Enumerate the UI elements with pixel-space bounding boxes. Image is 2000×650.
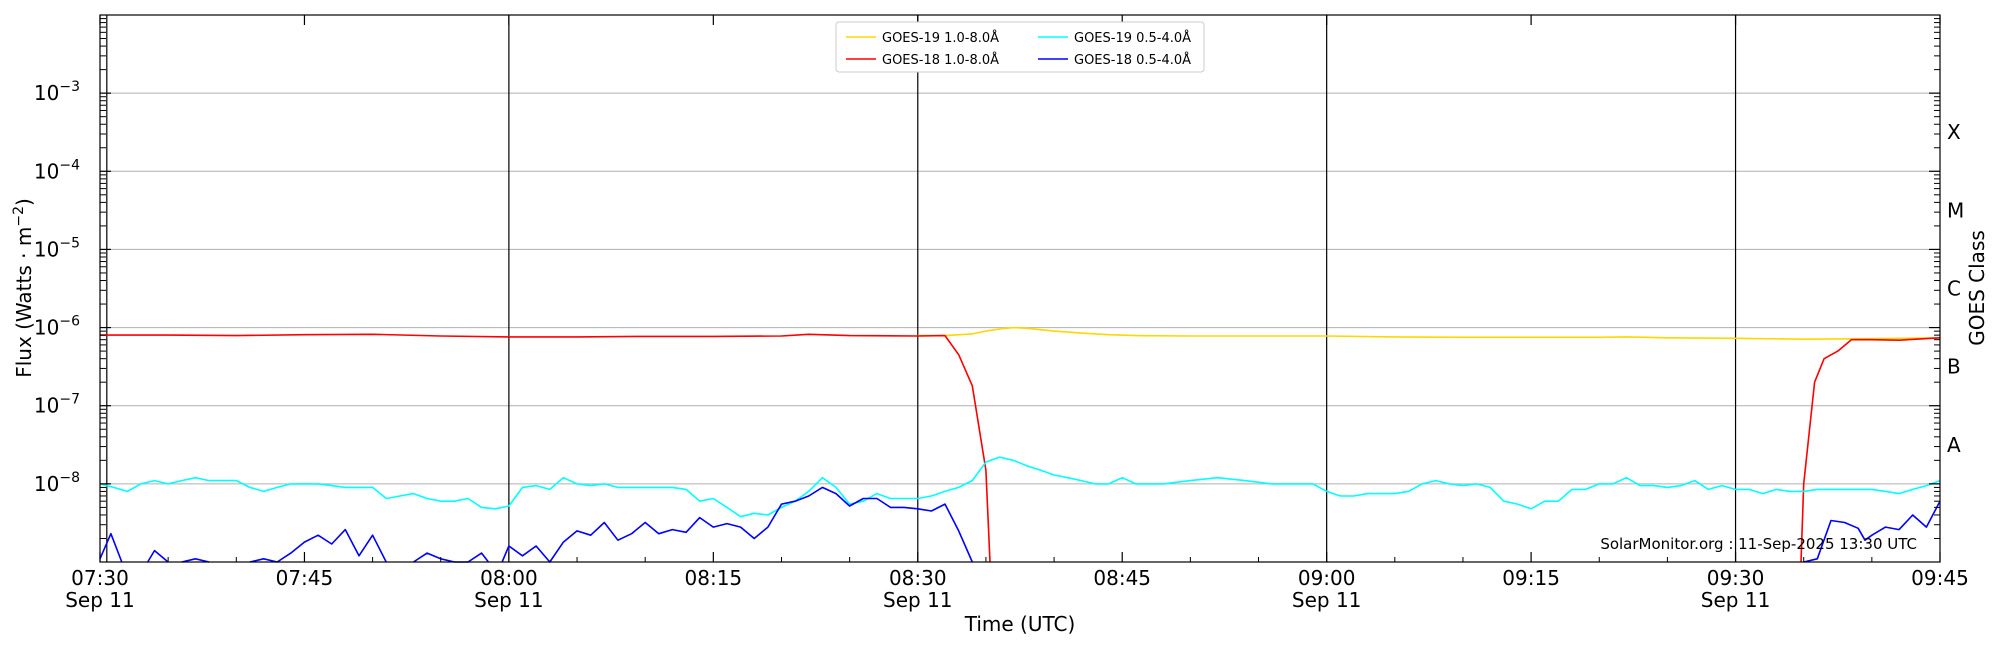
goes-class-b: B (1947, 355, 1961, 379)
goes-class-a: A (1947, 433, 1961, 457)
goes-class-c: C (1947, 277, 1961, 301)
y-tick-exponent: −8 (59, 470, 80, 486)
y-tick-base: 10 (34, 394, 59, 418)
y2-axis-label: GOES Class (1965, 230, 1989, 346)
x-tick-date: Sep 11 (65, 588, 135, 612)
goes-class-x: X (1947, 120, 1961, 144)
plot-frame (99, 14, 1941, 563)
series-lines (99, 326, 1941, 563)
legend-label: GOES-19 0.5-4.0Å (1074, 30, 1191, 46)
y-tick-exponent: −6 (59, 314, 80, 330)
x-tick-label: 08:30 (889, 566, 947, 590)
y-tick-label: 10−8 (34, 470, 80, 496)
goes-class-m: M (1947, 198, 1964, 222)
y-tick-label: 10−7 (34, 392, 80, 418)
y-tick-exponent: −5 (59, 235, 80, 251)
legend-box (835, 21, 1205, 73)
series-line (917, 326, 1941, 340)
x-axis-label: Time (UTC) (964, 612, 1076, 636)
y-tick-base: 10 (34, 316, 59, 340)
legend-label: GOES-18 0.5-4.0Å (1074, 52, 1191, 68)
y-tick-base: 10 (34, 81, 59, 105)
y-tick-label: 10−6 (34, 314, 80, 340)
x-tick-label: 07:45 (276, 566, 334, 590)
x-tick-label: 08:15 (685, 566, 743, 590)
y-tick-label: 10−4 (34, 157, 80, 183)
y-axis-label: Flux (Watts · m−2) (11, 198, 36, 378)
y-tick-base: 10 (34, 472, 59, 496)
horizontal-grid (100, 92, 1940, 485)
x-tick-label: 09:00 (1298, 566, 1356, 590)
goes-class-labels: X M C B A (1947, 120, 1964, 457)
legend-label: GOES-18 1.0-8.0Å (882, 52, 999, 68)
x-tick-label: 09:15 (1502, 566, 1560, 590)
y-tick-base: 10 (34, 237, 59, 261)
x-tick-date: Sep 11 (474, 588, 544, 612)
credit-text: SolarMonitor.org : 11-Sep-2025 13:30 UTC (1600, 535, 1917, 553)
x-tick-date: Sep 11 (1701, 588, 1771, 612)
x-tick-label: 07:30 (71, 566, 129, 590)
x-tick-date: Sep 11 (1292, 588, 1362, 612)
y-minor-ticks (100, 18, 1940, 539)
day-markers (106, 15, 1737, 562)
y-tick-base: 10 (34, 159, 59, 183)
legend: GOES-19 1.0-8.0Å GOES-18 1.0-8.0Å GOES-19 … (835, 21, 1205, 73)
x-tick-label: 09:30 (1707, 566, 1765, 590)
x-tick-label: 09:45 (1911, 566, 1969, 590)
y-axis-ticks: 10−310−410−510−610−710−8 (34, 79, 1940, 496)
x-tick-label: 08:00 (480, 566, 538, 590)
x-tick-label: 08:45 (1093, 566, 1151, 590)
y-tick-exponent: −3 (59, 79, 80, 95)
y-tick-exponent: −7 (59, 392, 80, 408)
x-tick-date: Sep 11 (883, 588, 953, 612)
y-tick-label: 10−5 (34, 235, 80, 261)
series-line (100, 333, 1941, 563)
legend-label: GOES-19 1.0-8.0Å (882, 30, 999, 46)
y-tick-exponent: −4 (59, 157, 80, 173)
series-line (99, 456, 1941, 518)
y-tick-label: 10−3 (34, 79, 80, 105)
